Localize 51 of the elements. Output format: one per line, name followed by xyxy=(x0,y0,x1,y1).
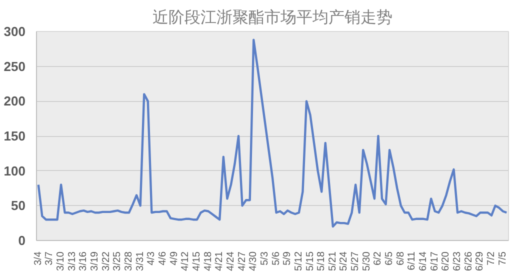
x-tick-label: 5/12 xyxy=(293,251,304,271)
x-tick-label: 5/15 xyxy=(304,251,316,271)
x-tick-label: 4/18 xyxy=(202,251,214,271)
x-tick-label: 4/9 xyxy=(168,251,180,266)
x-tick-label: 6/2 xyxy=(372,251,384,266)
x-tick-label: 3/7 xyxy=(44,251,56,266)
x-tick-label: 3/16 xyxy=(78,251,90,271)
x-tick-label: 6/23 xyxy=(452,251,464,271)
x-tick-label: 5/18 xyxy=(316,251,328,271)
x-tick-label: 3/13 xyxy=(66,251,78,271)
x-tick-label: 4/12 xyxy=(180,251,192,271)
x-tick-label: 5/6 xyxy=(270,251,282,266)
x-tick-label: 4/3 xyxy=(146,251,158,266)
x-tick-label: 5/21 xyxy=(327,251,338,271)
x-tick-label: 6/26 xyxy=(463,251,474,271)
y-tick-label: 150 xyxy=(4,128,26,144)
y-tick-label: 100 xyxy=(4,163,26,178)
x-tick-label: 3/4 xyxy=(32,251,44,266)
x-tick-label: 4/24 xyxy=(225,251,236,271)
x-tick-label: 3/19 xyxy=(90,251,101,271)
x-tick-label: 6/17 xyxy=(429,251,440,271)
line-series xyxy=(37,38,508,228)
x-tick-label: 6/5 xyxy=(384,251,396,266)
x-tick-label: 7/5 xyxy=(497,251,508,266)
x-tick-label: 5/9 xyxy=(282,251,294,266)
y-tick-label: 300 xyxy=(4,24,26,39)
x-tick-label: 3/28 xyxy=(124,251,135,271)
x-tick-label: 4/21 xyxy=(214,251,226,271)
x-tick-label: 5/24 xyxy=(338,251,350,271)
x-tick-label: 6/8 xyxy=(395,251,406,266)
x-tick-label: 3/10 xyxy=(56,251,67,271)
x-tick-label: 3/22 xyxy=(100,251,112,271)
x-tick-label: 4/15 xyxy=(191,251,202,271)
y-tick-label: 200 xyxy=(4,94,26,109)
chart-title: 近阶段江浙聚酯市场平均产销走势 xyxy=(152,8,392,26)
x-tick-label: 6/11 xyxy=(406,251,418,270)
y-tick-label: 250 xyxy=(4,58,26,74)
x-tick-label: 6/29 xyxy=(474,251,486,271)
x-tick-label: 4/30 xyxy=(248,251,260,271)
x-tick-label: 4/27 xyxy=(236,251,248,271)
x-tick-label: 4/6 xyxy=(157,251,168,266)
x-tick-label: 3/31 xyxy=(134,251,146,271)
x-tick-label: 3/25 xyxy=(112,251,124,271)
y-tick-label: 0 xyxy=(18,233,26,248)
x-tick-label: 6/14 xyxy=(418,251,430,271)
x-tick-label: 6/20 xyxy=(440,251,452,271)
x-tick-label: 7/2 xyxy=(486,251,498,266)
y-tick-label: 50 xyxy=(11,198,26,214)
x-tick-label: 5/30 xyxy=(361,251,372,271)
x-tick-label: 5/27 xyxy=(350,251,362,271)
x-tick-label: 5/3 xyxy=(259,251,270,266)
